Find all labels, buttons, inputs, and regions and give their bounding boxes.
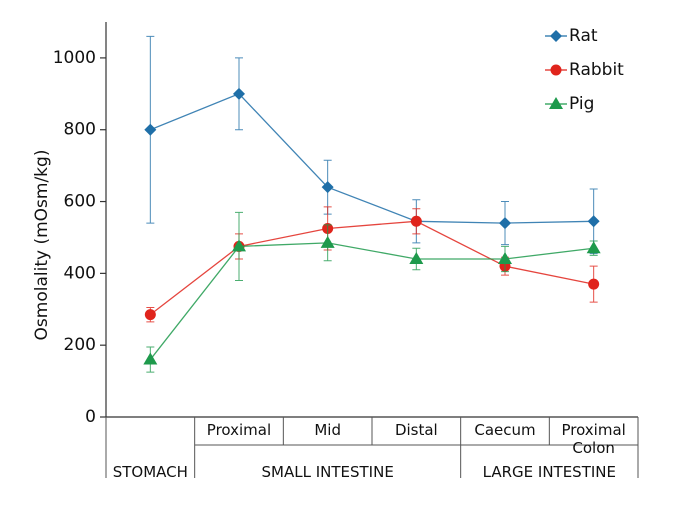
legend-marker bbox=[549, 97, 563, 109]
data-point bbox=[410, 215, 422, 227]
x-tick-label: Caecum bbox=[474, 421, 536, 439]
x-tick-label: Proximal bbox=[206, 421, 272, 439]
y-tick-label: 400 bbox=[64, 263, 96, 283]
legend-label: Pig bbox=[569, 94, 594, 114]
data-point bbox=[586, 241, 601, 254]
data-point bbox=[233, 87, 245, 100]
series-line bbox=[150, 93, 594, 224]
y-tick-label: 200 bbox=[64, 335, 96, 355]
data-point bbox=[409, 252, 424, 264]
legend-label: Rabbit bbox=[569, 60, 624, 80]
data-point bbox=[144, 309, 156, 321]
legend-marker bbox=[550, 30, 562, 42]
group-label: STOMACH bbox=[112, 463, 188, 481]
data-point bbox=[498, 252, 512, 264]
legend-marker bbox=[550, 64, 562, 76]
data-point bbox=[143, 352, 158, 365]
data-point bbox=[588, 278, 600, 290]
y-tick-label: 600 bbox=[64, 192, 96, 212]
series-line bbox=[149, 220, 594, 316]
group-label: LARGE INTESTINE bbox=[482, 463, 616, 481]
group-label: SMALL INTESTINE bbox=[261, 463, 394, 481]
data-point bbox=[232, 239, 246, 252]
x-tick-label: Mid bbox=[314, 421, 341, 439]
x-tick-label: Distal bbox=[394, 421, 438, 439]
series-line bbox=[149, 242, 594, 360]
y-axis-label: Osmolality (mOsm/kg) bbox=[32, 150, 52, 341]
data-point bbox=[144, 123, 157, 136]
x-tick-label: Proximal Colon bbox=[561, 421, 626, 457]
y-tick-label: 0 bbox=[85, 407, 96, 427]
data-point bbox=[321, 181, 334, 194]
y-tick-label: 1000 bbox=[53, 48, 96, 68]
data-point bbox=[499, 217, 511, 230]
data-point bbox=[320, 235, 335, 248]
data-point bbox=[587, 215, 600, 228]
y-tick-label: 800 bbox=[64, 120, 96, 140]
legend-label: Rat bbox=[569, 26, 598, 46]
